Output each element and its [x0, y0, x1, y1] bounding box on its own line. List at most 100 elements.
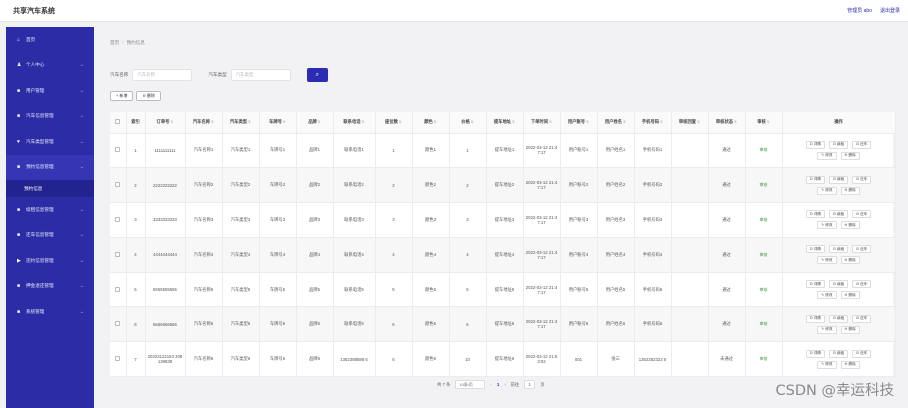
audit-link[interactable]: 审核: [759, 147, 768, 153]
sidebar-item-6[interactable]: ■ 续租信息管理 ⌄: [6, 197, 94, 223]
add-button[interactable]: + 新增: [110, 91, 134, 101]
renew-button[interactable]: ⊡ 续租: [828, 140, 849, 149]
edit-button[interactable]: ✎ 修改: [817, 360, 837, 369]
sort-icon[interactable]: ⇅: [733, 120, 738, 125]
audit-link[interactable]: 审核: [759, 286, 768, 292]
column-header[interactable]: [110, 112, 127, 134]
audit-link[interactable]: 审核: [759, 216, 768, 222]
user-label[interactable]: 管理员 abo: [847, 8, 872, 14]
row-delete-button[interactable]: ⊖ 删除: [840, 325, 860, 334]
sort-icon[interactable]: ⇅: [469, 120, 474, 125]
renew-button[interactable]: ⊡ 续租: [828, 280, 849, 289]
edit-button[interactable]: ✎ 修改: [817, 151, 837, 160]
row-checkbox-cell[interactable]: [110, 167, 127, 204]
sidebar-item-1[interactable]: ♟ 个人中心 ⌄: [6, 53, 94, 79]
row-checkbox-cell[interactable]: [110, 341, 127, 378]
edit-button[interactable]: ✎ 修改: [817, 221, 837, 230]
detail-button[interactable]: ⊡ 详情: [805, 280, 825, 289]
row-delete-button[interactable]: ⊖ 删除: [840, 291, 860, 300]
sidebar-item-7[interactable]: ■ 还车信息管理 ⌄: [6, 223, 94, 249]
logout-link[interactable]: 退出登录: [879, 8, 900, 14]
row-checkbox-cell[interactable]: [110, 237, 127, 273]
sort-icon[interactable]: ⇅: [247, 120, 252, 125]
return-car-button[interactable]: ⊡ 还车: [852, 314, 872, 323]
sort-icon[interactable]: ⇅: [548, 120, 553, 125]
edit-button[interactable]: ✎ 修改: [817, 186, 837, 195]
row-checkbox[interactable]: [115, 286, 121, 292]
detail-button[interactable]: ⊡ 详情: [805, 210, 825, 219]
current-page[interactable]: 1: [496, 382, 500, 387]
row-checkbox[interactable]: [115, 356, 121, 362]
row-delete-button[interactable]: ⊖ 删除: [840, 256, 860, 265]
renew-button[interactable]: ⊡ 续租: [828, 349, 849, 358]
sidebar-item-8[interactable]: ▶ 违约信息管理 ⌄: [6, 248, 94, 274]
sort-icon[interactable]: ⇅: [281, 120, 286, 125]
row-delete-button[interactable]: ⊖ 删除: [840, 221, 860, 230]
row-delete-button[interactable]: ⊖ 删除: [840, 186, 860, 195]
row-delete-button[interactable]: ⊖ 删除: [840, 360, 860, 369]
car-name-input[interactable]: 汽车名称: [132, 69, 193, 81]
renew-button[interactable]: ⊡ 续租: [828, 245, 849, 254]
edit-button[interactable]: ✎ 修改: [817, 291, 837, 300]
detail-button[interactable]: ⊡ 详情: [805, 349, 825, 358]
sidebar-item-5[interactable]: ■ 预约信息管理 ⌄: [6, 154, 94, 180]
sort-icon[interactable]: ⇅: [511, 120, 516, 125]
row-checkbox-cell[interactable]: [110, 272, 127, 308]
audit-link[interactable]: 审核: [759, 321, 768, 327]
return-car-button[interactable]: ⊡ 还车: [852, 280, 872, 289]
sort-icon[interactable]: ⇅: [397, 120, 402, 125]
return-car-button[interactable]: ⊡ 还车: [852, 245, 872, 254]
search-button[interactable]: ⌕: [306, 68, 328, 82]
select-all-checkbox[interactable]: [115, 119, 121, 125]
car-type-input[interactable]: 汽车类型: [230, 69, 291, 81]
sidebar-subitem[interactable]: 预约信息: [6, 180, 94, 197]
sort-icon[interactable]: ⇅: [210, 120, 215, 125]
sidebar-item-9[interactable]: ■ 押金退还管理 ⌄: [6, 274, 94, 300]
return-car-button[interactable]: ⊡ 还车: [852, 175, 872, 184]
next-page-button[interactable]: ›: [504, 382, 506, 387]
sort-icon[interactable]: ⇅: [585, 120, 590, 125]
audit-link[interactable]: 审核: [759, 182, 768, 188]
audit-link[interactable]: 审核: [759, 356, 768, 362]
sidebar-item-3[interactable]: ■ 汽车信息管理 ⌄: [6, 104, 94, 130]
sort-icon[interactable]: ⇅: [316, 120, 321, 125]
sidebar-item-2[interactable]: ■ 用户管理 ⌄: [6, 78, 94, 104]
detail-button[interactable]: ⊡ 详情: [805, 140, 825, 149]
sort-icon[interactable]: ⇅: [622, 120, 627, 125]
row-checkbox-cell[interactable]: [110, 306, 127, 343]
sort-icon[interactable]: ⇅: [765, 120, 770, 125]
breadcrumb-home[interactable]: 首页: [110, 40, 120, 45]
row-checkbox[interactable]: [115, 216, 121, 222]
edit-button[interactable]: ✎ 修改: [817, 256, 837, 265]
sidebar-item-10[interactable]: ■ 系统管理 ⌄: [6, 299, 94, 325]
return-car-button[interactable]: ⊡ 还车: [852, 140, 872, 149]
renew-button[interactable]: ⊡ 续租: [828, 175, 849, 184]
goto-page-input[interactable]: 1: [524, 380, 536, 389]
sort-icon[interactable]: ⇅: [659, 120, 664, 125]
edit-button[interactable]: ✎ 修改: [817, 325, 837, 334]
return-car-button[interactable]: ⊡ 还车: [852, 349, 872, 358]
renew-button[interactable]: ⊡ 续租: [828, 210, 849, 219]
detail-button[interactable]: ⊡ 详情: [805, 245, 825, 254]
detail-button[interactable]: ⊡ 详情: [805, 314, 825, 323]
row-delete-button[interactable]: ⊖ 删除: [840, 151, 860, 160]
audit-link[interactable]: 审核: [759, 251, 768, 257]
sort-icon[interactable]: ⇅: [696, 120, 701, 125]
return-car-button[interactable]: ⊡ 还车: [852, 210, 872, 219]
sidebar-item-4[interactable]: ♥ 汽车类型管理 ⌄: [6, 129, 94, 155]
sort-icon[interactable]: ⇅: [360, 120, 365, 125]
row-checkbox[interactable]: [115, 182, 121, 188]
sort-icon[interactable]: ⇅: [169, 120, 174, 125]
page-size-select[interactable]: 10条/页: [455, 380, 486, 389]
detail-button[interactable]: ⊡ 详情: [805, 175, 825, 184]
row-checkbox-cell[interactable]: [110, 202, 127, 238]
prev-page-button[interactable]: ‹: [490, 382, 492, 387]
delete-button[interactable]: ⊖ 删除: [136, 91, 161, 101]
row-checkbox-cell[interactable]: [110, 133, 127, 169]
row-checkbox[interactable]: [115, 147, 121, 153]
renew-button[interactable]: ⊡ 续租: [828, 314, 849, 323]
row-checkbox[interactable]: [115, 251, 121, 257]
sort-icon[interactable]: ⇅: [432, 120, 437, 125]
sidebar-item-0[interactable]: ⌂ 首页: [6, 27, 94, 53]
row-checkbox[interactable]: [115, 321, 121, 327]
